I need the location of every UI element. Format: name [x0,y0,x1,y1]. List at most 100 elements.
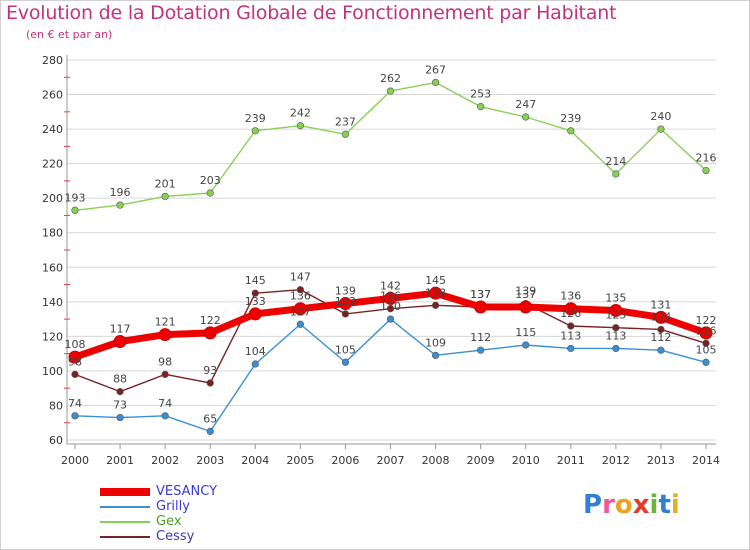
data-point-grilly [341,358,350,366]
data-label-vesancy: 131 [650,298,671,311]
data-point-vesancy [699,326,713,340]
y-tick-label: 180 [42,227,63,240]
data-label-grilly: 115 [515,326,536,339]
data-point-vesancy [474,300,488,314]
data-point-grilly [116,413,124,422]
data-label-grilly: 104 [245,345,266,358]
data-point-gex [657,125,665,133]
data-point-gex [477,103,485,111]
logo-letter: r [602,490,615,520]
data-point-gex [206,189,214,197]
legend-label: Grilly [156,499,190,514]
data-point-cessy [612,324,620,332]
data-point-gex [522,113,530,121]
legend-label: Cessy [156,529,195,544]
data-point-cessy [657,325,665,334]
data-point-vesancy [68,350,82,364]
y-tick-label: 160 [42,261,63,274]
data-label-vesancy: 133 [245,295,266,308]
data-label-cessy: 88 [113,373,127,386]
data-label-vesancy: 145 [425,274,446,287]
data-label-vesancy: 122 [696,314,717,327]
data-point-cessy [567,322,575,330]
data-label-cessy: 93 [203,364,217,377]
x-tick-label: 2001 [106,454,134,467]
data-point-gex [386,87,395,95]
data-point-vesancy [338,297,352,311]
y-tick-label: 60 [49,434,63,447]
data-label-grilly: 73 [113,399,127,412]
proxiti-logo: Proxiti [583,490,680,520]
data-point-cessy [116,388,124,396]
data-point-cessy [251,289,259,297]
data-label-grilly: 74 [68,397,82,410]
legend-label: Gex [156,514,182,529]
data-point-grilly [296,320,304,328]
data-label-vesancy: 136 [290,290,311,303]
x-tick-label: 2013 [647,454,675,467]
data-label-cessy: 98 [68,355,82,368]
data-label-cessy: 124 [650,310,671,323]
logo-letter: P [583,490,603,520]
data-label-cessy: 137 [470,288,491,301]
data-point-grilly [71,412,79,420]
data-point-vesancy [293,302,307,316]
data-point-vesancy [519,300,533,314]
data-label-cessy: 136 [380,290,401,303]
y-tick-label: 200 [42,192,63,205]
data-point-gex [71,206,79,214]
y-tick-label: 260 [42,89,63,102]
data-point-grilly [206,427,214,435]
data-point-grilly [522,341,530,349]
data-label-gex: 193 [65,191,86,204]
x-tick-label: 2007 [377,454,405,467]
data-point-grilly [702,358,710,366]
data-label-cessy: 116 [696,324,717,337]
legend-swatch [100,521,150,523]
data-point-vesancy [564,302,578,316]
x-tick-label: 2002 [151,454,179,467]
data-label-grilly: 105 [696,343,717,356]
y-tick-label: 100 [42,365,63,378]
data-point-gex [116,201,124,209]
data-point-cessy [702,339,710,347]
data-label-vesancy: 135 [605,291,626,304]
data-point-gex [251,127,259,135]
data-point-grilly [567,344,575,353]
x-tick-label: 2006 [331,454,359,467]
chart-title: Evolution de la Dotation Globale de Fonc… [6,2,617,24]
logo-letter: i [649,490,659,520]
data-label-gex: 239 [560,112,581,125]
data-point-vesancy [248,307,262,321]
data-label-gex: 196 [110,186,131,199]
data-point-cessy [161,370,169,378]
data-label-cessy: 133 [335,295,356,308]
data-label-vesancy: 137 [470,288,491,301]
x-tick-label: 2014 [692,454,720,467]
x-tick-label: 2005 [286,454,314,467]
data-point-vesancy [158,328,172,342]
y-tick-label: 140 [42,296,63,309]
y-tick-label: 280 [42,54,63,67]
y-tick-label: 80 [49,399,63,412]
data-label-vesancy: 137 [515,288,536,301]
y-tick-label: 120 [42,330,63,343]
data-label-cessy: 139 [515,285,536,298]
data-point-vesancy [203,326,217,340]
data-label-gex: 203 [200,174,221,187]
data-label-grilly: 112 [470,331,491,344]
data-point-cessy [71,370,79,378]
data-point-grilly [477,346,485,354]
data-label-gex: 201 [155,177,176,190]
x-tick-label: 2008 [422,454,450,467]
x-tick-label: 2009 [467,454,495,467]
x-tick-label: 2004 [241,454,269,467]
data-label-vesancy: 121 [155,316,176,329]
data-label-cessy: 125 [605,309,626,322]
x-tick-label: 2003 [196,454,224,467]
data-point-gex [431,78,440,87]
data-point-gex [702,166,710,175]
data-label-gex: 247 [515,98,536,111]
